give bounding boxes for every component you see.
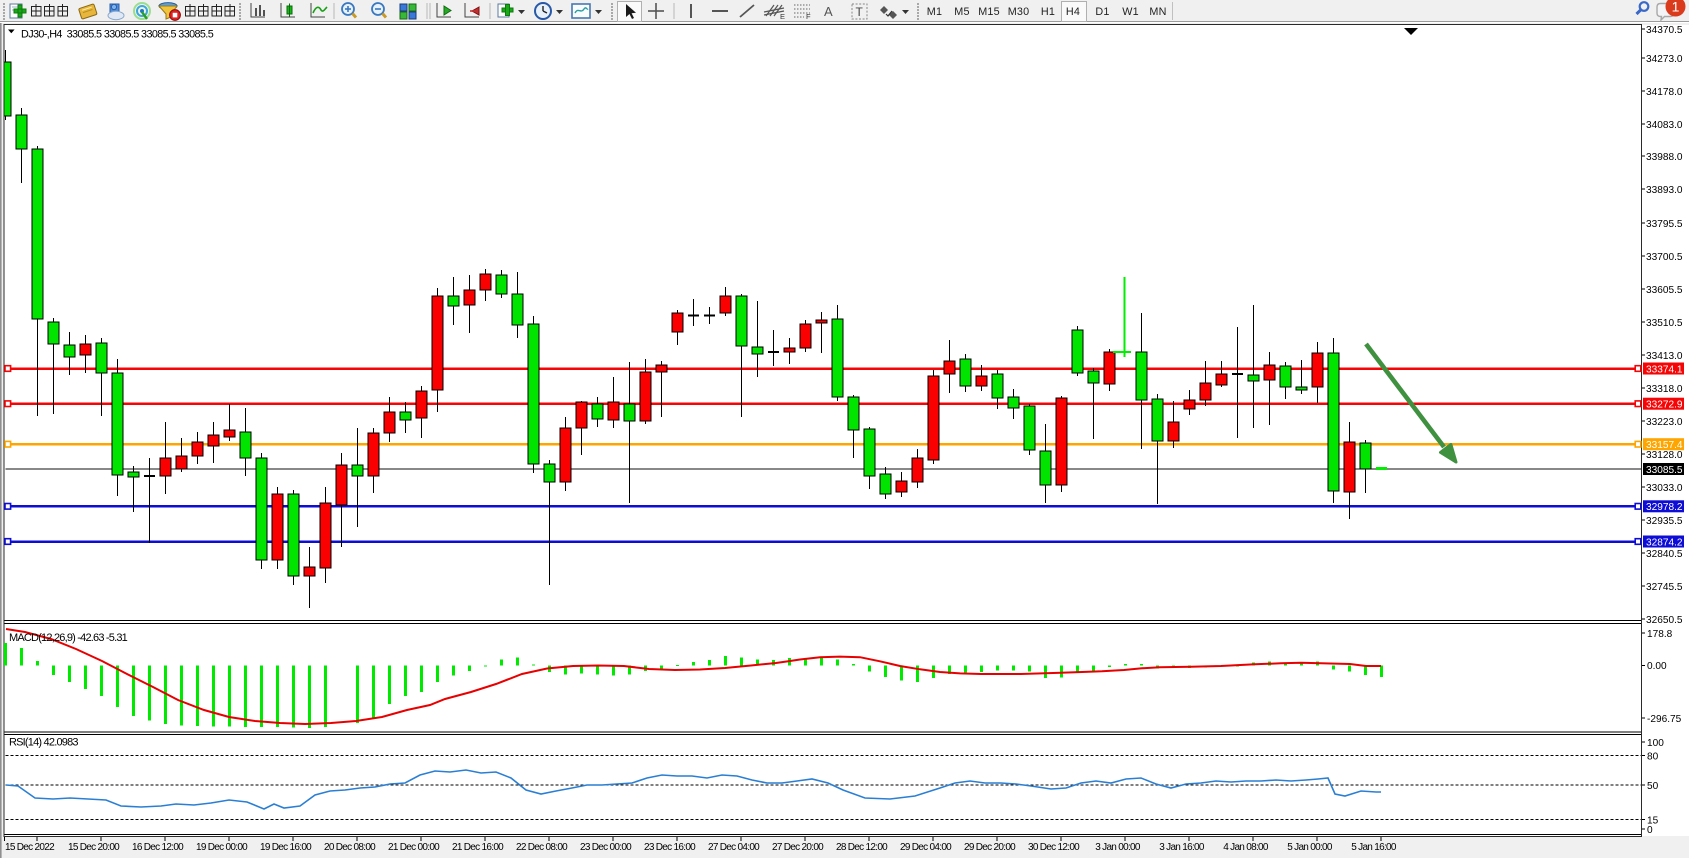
- svg-text:32840.5: 32840.5: [1646, 549, 1683, 560]
- svg-text:33374.1: 33374.1: [1646, 364, 1683, 375]
- svg-text:15 Dec 2022: 15 Dec 2022: [5, 842, 55, 853]
- svg-text:MACD(12,26,9) -42.63 -5.31: MACD(12,26,9) -42.63 -5.31: [9, 632, 128, 644]
- svg-text:28 Dec 12:00: 28 Dec 12:00: [836, 842, 888, 853]
- svg-text:H4: H4: [1066, 6, 1080, 18]
- svg-text:33795.5: 33795.5: [1646, 219, 1683, 230]
- svg-text:19 Dec 16:00: 19 Dec 16:00: [260, 842, 312, 853]
- svg-text:32978.2: 32978.2: [1646, 502, 1683, 513]
- svg-text:M5: M5: [954, 6, 969, 18]
- svg-text:50: 50: [1647, 781, 1659, 792]
- svg-text:A: A: [824, 4, 833, 19]
- svg-text:5 Jan 00:00: 5 Jan 00:00: [1287, 842, 1333, 853]
- svg-text:T: T: [856, 5, 864, 19]
- svg-text:21 Dec 00:00: 21 Dec 00:00: [388, 842, 440, 853]
- svg-text:M15: M15: [978, 6, 1000, 18]
- svg-text:3 Jan 00:00: 3 Jan 00:00: [1095, 842, 1141, 853]
- svg-text:MN: MN: [1149, 6, 1166, 18]
- svg-text:33988.0: 33988.0: [1646, 152, 1683, 163]
- svg-text:0.00: 0.00: [1647, 661, 1667, 672]
- svg-text:23 Dec 00:00: 23 Dec 00:00: [580, 842, 632, 853]
- svg-text:33223.0: 33223.0: [1646, 417, 1683, 428]
- svg-text:178.8: 178.8: [1647, 629, 1673, 640]
- svg-text:5 Jan 16:00: 5 Jan 16:00: [1351, 842, 1397, 853]
- svg-text:19 Dec 00:00: 19 Dec 00:00: [196, 842, 248, 853]
- svg-text:33413.0: 33413.0: [1646, 351, 1683, 362]
- svg-text:33700.5: 33700.5: [1646, 252, 1683, 263]
- svg-text:22 Dec 08:00: 22 Dec 08:00: [516, 842, 568, 853]
- svg-text:F: F: [806, 12, 811, 21]
- svg-text:33605.5: 33605.5: [1646, 285, 1683, 296]
- svg-text:-296.75: -296.75: [1647, 714, 1682, 725]
- svg-text:D1: D1: [1095, 6, 1109, 18]
- svg-text:33085.5: 33085.5: [1646, 465, 1683, 476]
- svg-text:16 Dec 12:00: 16 Dec 12:00: [132, 842, 184, 853]
- svg-text:DJ30-,H4 33085.5 33085.5 3308: DJ30-,H4 33085.5 33085.5 33085.5 33085.5: [21, 29, 214, 41]
- svg-text:33893.0: 33893.0: [1646, 185, 1683, 196]
- svg-text:30 Dec 12:00: 30 Dec 12:00: [1028, 842, 1080, 853]
- svg-text:29 Dec 04:00: 29 Dec 04:00: [900, 842, 952, 853]
- svg-text:27 Dec 04:00: 27 Dec 04:00: [708, 842, 760, 853]
- svg-text:1: 1: [1672, 0, 1680, 15]
- svg-text:W1: W1: [1122, 6, 1139, 18]
- svg-text:15: 15: [1647, 815, 1659, 826]
- svg-text:34083.0: 34083.0: [1646, 120, 1683, 131]
- svg-text:0: 0: [1647, 825, 1653, 836]
- svg-text:4 Jan 08:00: 4 Jan 08:00: [1223, 842, 1269, 853]
- svg-text:33318.0: 33318.0: [1646, 384, 1683, 395]
- svg-text:34178.0: 34178.0: [1646, 87, 1683, 98]
- svg-text:29 Dec 20:00: 29 Dec 20:00: [964, 842, 1016, 853]
- svg-text:20 Dec 08:00: 20 Dec 08:00: [324, 842, 376, 853]
- svg-text:33033.0: 33033.0: [1646, 483, 1683, 494]
- svg-text:100: 100: [1647, 738, 1664, 749]
- svg-text:H1: H1: [1041, 6, 1055, 18]
- svg-text:33272.9: 33272.9: [1646, 400, 1683, 411]
- svg-text:34273.0: 34273.0: [1646, 54, 1683, 65]
- svg-text:RSI(14) 42.0983: RSI(14) 42.0983: [9, 737, 78, 749]
- svg-text:M30: M30: [1008, 6, 1030, 18]
- svg-text:32745.5: 32745.5: [1646, 582, 1683, 593]
- svg-text:21 Dec 16:00: 21 Dec 16:00: [452, 842, 504, 853]
- svg-text:E: E: [780, 12, 785, 21]
- svg-text:32650.5: 32650.5: [1646, 615, 1683, 626]
- svg-text:33128.0: 33128.0: [1646, 450, 1683, 461]
- svg-text:34370.5: 34370.5: [1646, 25, 1683, 36]
- svg-text:M1: M1: [927, 6, 942, 18]
- svg-text:3 Jan 16:00: 3 Jan 16:00: [1159, 842, 1205, 853]
- svg-text:32874.2: 32874.2: [1646, 537, 1683, 548]
- svg-text:33157.4: 33157.4: [1646, 440, 1683, 451]
- svg-text:33510.5: 33510.5: [1646, 318, 1683, 329]
- svg-text:32935.5: 32935.5: [1646, 516, 1683, 527]
- svg-text:80: 80: [1647, 752, 1659, 763]
- svg-text:15 Dec 20:00: 15 Dec 20:00: [68, 842, 120, 853]
- svg-text:23 Dec 16:00: 23 Dec 16:00: [644, 842, 696, 853]
- svg-text:27 Dec 20:00: 27 Dec 20:00: [772, 842, 824, 853]
